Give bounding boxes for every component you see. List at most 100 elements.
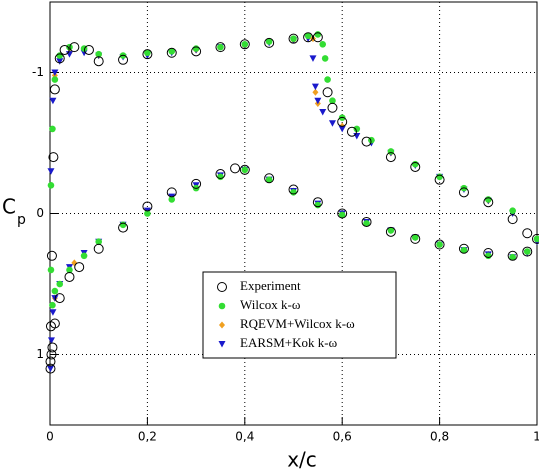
data-point <box>191 46 202 57</box>
data-point <box>507 250 518 261</box>
data-point <box>312 197 323 208</box>
data-point <box>532 233 539 244</box>
data-point <box>522 228 533 239</box>
data-point <box>507 214 518 225</box>
data-point <box>509 253 516 261</box>
data-point <box>353 132 361 140</box>
data-point <box>321 55 329 62</box>
data-point <box>49 125 56 133</box>
data-point <box>168 48 176 55</box>
data-point <box>49 318 60 329</box>
data-point <box>217 173 224 181</box>
data-point <box>436 173 443 181</box>
data-point <box>311 83 319 91</box>
data-point <box>45 363 56 374</box>
data-point <box>265 176 273 183</box>
legend-marker <box>218 341 226 348</box>
data-point <box>51 69 59 76</box>
data-point <box>338 211 346 219</box>
data-point <box>319 41 327 48</box>
data-point <box>361 216 372 227</box>
data-point <box>54 293 65 304</box>
x-tick-label: 0,6 <box>333 430 352 444</box>
data-point <box>69 42 80 53</box>
data-point <box>230 163 241 174</box>
data-point <box>59 44 70 55</box>
data-point <box>312 88 319 96</box>
x-tick-label: 0,2 <box>138 430 157 444</box>
legend-marker <box>217 282 227 292</box>
data-point <box>49 301 56 309</box>
data-point <box>93 243 104 254</box>
data-point <box>387 227 395 234</box>
data-point <box>217 43 224 51</box>
data-point <box>411 160 419 168</box>
data-point <box>436 241 443 248</box>
y-axis-label: C <box>2 195 16 219</box>
data-point <box>312 32 323 43</box>
data-point <box>47 337 55 344</box>
data-point <box>74 262 85 273</box>
data-point <box>328 120 336 127</box>
data-point <box>191 178 202 189</box>
y-tick-label: -1 <box>32 65 44 79</box>
data-point <box>483 247 494 258</box>
data-point <box>46 250 57 261</box>
data-point <box>95 238 102 245</box>
data-point <box>56 280 64 288</box>
legend <box>202 271 397 359</box>
data-point <box>215 169 226 180</box>
data-point <box>71 259 78 267</box>
data-point <box>385 152 396 163</box>
data-point <box>241 166 249 174</box>
x-tick-label: 0 <box>46 430 54 444</box>
legend-marker <box>218 302 226 310</box>
data-point <box>45 356 56 367</box>
data-point <box>363 220 370 227</box>
data-point <box>66 266 73 274</box>
data-point <box>47 266 55 274</box>
data-point <box>46 349 57 360</box>
x-axis-label: x/c <box>287 448 317 469</box>
data-point <box>458 243 469 254</box>
y-tick-label: 1 <box>36 347 44 361</box>
data-point <box>483 197 494 208</box>
data-point <box>215 42 226 53</box>
plot-frame <box>49 1 538 426</box>
data-point <box>166 187 177 198</box>
data-point <box>48 152 59 163</box>
data-point <box>265 38 273 45</box>
data-point <box>314 97 322 105</box>
data-point <box>192 45 200 52</box>
data-point <box>239 39 250 50</box>
data-point <box>56 58 64 65</box>
data-point <box>49 309 57 316</box>
data-point <box>47 342 58 353</box>
legend-label: EARSM+Kok k-ω <box>240 335 338 350</box>
data-point <box>288 184 299 195</box>
legend-entries: Experiment Wilcox k-ω RQEVM+Wilcox k-ω EARS… <box>217 278 355 350</box>
data-point <box>324 76 331 83</box>
data-point <box>329 97 336 104</box>
data-point <box>314 31 322 38</box>
data-point <box>509 207 516 214</box>
data-point <box>47 182 55 189</box>
data-point <box>144 210 151 217</box>
data-point <box>523 248 531 255</box>
data-point <box>51 76 59 83</box>
data-point <box>241 41 249 48</box>
data-point <box>434 174 445 185</box>
data-point <box>533 235 539 243</box>
plot: 0 0,2 0,4 0,6 0,8 1 -1 0 1 <box>32 2 539 444</box>
data-point <box>410 233 421 244</box>
data-point <box>142 49 153 60</box>
data-point <box>65 51 73 58</box>
legend-label: RQEVM+Wilcox k-ω <box>240 316 355 331</box>
data-point <box>49 97 57 105</box>
data-point <box>80 252 88 260</box>
data-point <box>288 33 299 44</box>
data-point <box>522 246 533 257</box>
data-point <box>303 32 314 43</box>
